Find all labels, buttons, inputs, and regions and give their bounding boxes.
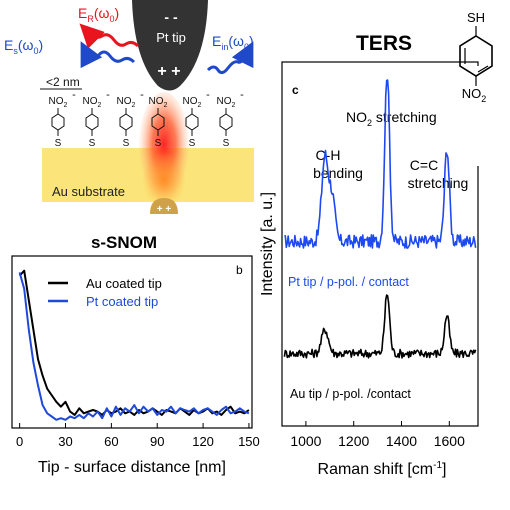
- snom-plot-frame: [11, 255, 253, 429]
- tip-plus-charges: + +: [157, 63, 180, 80]
- molecule-ring: [185, 113, 199, 131]
- ters-y-axis-label: Intensity [a. u.]: [259, 192, 276, 296]
- snom-x-tick-label: 30: [58, 434, 72, 449]
- molecule-s-label: S: [123, 138, 130, 149]
- tip-minus-charges: - -: [164, 9, 178, 25]
- gap-label: <2 nm: [46, 75, 80, 89]
- ters-x-tick-label: 1000: [290, 433, 321, 449]
- molecule-ring: [219, 113, 233, 131]
- molecule-ring: [119, 113, 133, 131]
- molecule-dash: -: [106, 89, 110, 101]
- molecule-dash: -: [140, 89, 144, 101]
- pt-tip-label: Pt tip: [156, 30, 186, 45]
- cc-stretching-annotation-line1: C=C: [410, 157, 438, 173]
- ters-series-line-0: [284, 79, 477, 249]
- scattered-field-label: Es(ω0): [4, 37, 43, 56]
- substrate-hotspot: [142, 152, 186, 208]
- snom-x-tick-label: 0: [16, 434, 23, 449]
- molecule-dash: -: [206, 89, 210, 101]
- molecule-s-label: S: [223, 138, 230, 149]
- molecule-inset: SH NO2: [452, 10, 498, 166]
- ters-title: TERS: [356, 32, 412, 55]
- ters-series-group: [283, 79, 477, 359]
- snom-x-tick-label: 120: [192, 434, 214, 449]
- cc-stretching-annotation-line2: stretching: [408, 175, 469, 191]
- molecule-no2-label: NO2: [49, 96, 68, 109]
- molecule-dash: -: [72, 89, 76, 101]
- ch-bending-annotation-line2: bending: [313, 165, 363, 181]
- molecule-inset-background: [452, 66, 498, 166]
- molecule-no2-label: NO2: [149, 96, 168, 109]
- ters-x-tick-label: 1600: [434, 433, 465, 449]
- molecule-no2-label: NO2: [183, 96, 202, 109]
- rayleigh-field-label: ER(ω0): [78, 5, 119, 24]
- ters-plot-frame: [281, 61, 479, 427]
- molecule-s-label: S: [155, 138, 162, 149]
- ters-panel: TERS c NO2 stretching C-H bending C=C st…: [259, 10, 498, 478]
- snom-panel-label: b: [236, 263, 243, 277]
- image-charge-region: [150, 198, 178, 214]
- ters-pt-series-label: Pt tip / p-pol. / contact: [288, 275, 409, 289]
- substrate-label: Au substrate: [52, 184, 125, 199]
- scattered-field-arrow: [80, 41, 136, 69]
- molecule-inset-no2: NO2: [462, 86, 487, 104]
- molecule-no2-label: NO2: [117, 96, 136, 109]
- molecule-inset-sh: SH: [467, 10, 485, 25]
- snom-x-tick-label: 90: [150, 434, 164, 449]
- molecule-s-label: S: [89, 138, 96, 149]
- no2-stretching-annotation: NO2 stretching: [346, 109, 437, 128]
- ters-x-tick-label: 1400: [386, 433, 417, 449]
- legend-pt-label: Pt coated tip: [86, 294, 158, 309]
- molecule-no2-label: NO2: [83, 96, 102, 109]
- ters-x-axis-label: Raman shift [cm-1]: [318, 460, 447, 478]
- molecule-s-label: S: [189, 138, 196, 149]
- molecule-dash: -: [240, 89, 244, 101]
- snom-x-ticks: 0 30 60 90 120 150: [16, 423, 260, 449]
- ters-series-line-1: [283, 294, 477, 359]
- snom-title: s-SNOM: [91, 233, 157, 252]
- ters-panel-label: c: [292, 83, 299, 97]
- legend-au-label: Au coated tip: [86, 276, 162, 291]
- molecule-s-label: S: [55, 138, 62, 149]
- incident-field-arrow: [206, 41, 254, 75]
- snom-x-axis-label: Tip - surface distance [nm]: [38, 459, 226, 476]
- snom-x-tick-label: 150: [238, 434, 260, 449]
- pt-tip: [132, 0, 208, 91]
- ters-x-ticks: 1000 1200 1400 1600: [290, 421, 465, 449]
- ters-x-tick-label: 1200: [338, 433, 369, 449]
- snom-series-group: [18, 269, 250, 421]
- snom-series-line-1: [18, 272, 250, 421]
- image-charge-label: + +: [157, 204, 172, 215]
- molecule-ring: [51, 113, 65, 131]
- snom-x-tick-label: 60: [104, 434, 118, 449]
- incident-field-label: Ein(ω0): [212, 33, 254, 52]
- rayleigh-field-arrow: [79, 23, 140, 49]
- molecule-ring: [85, 113, 99, 131]
- molecule-no2-label: NO2: [217, 96, 236, 109]
- ters-schematic: + + Au substrate Pt tip - - + + Ein(ω0) …: [4, 0, 254, 215]
- snom-series-line-0: [18, 269, 250, 416]
- snom-panel: s-SNOM b 0 30 60 90 120 150 Au coated tip Pt …: [11, 233, 260, 476]
- ch-bending-annotation-line1: C-H: [316, 147, 341, 163]
- molecule-inset-ring-bond-2: [477, 65, 489, 73]
- ters-au-series-label: Au tip / p-pol. /contact: [290, 387, 411, 401]
